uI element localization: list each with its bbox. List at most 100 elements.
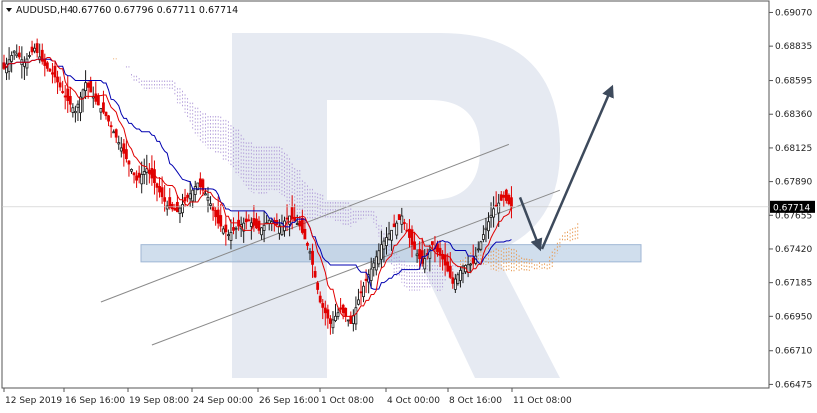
candle xyxy=(96,93,100,106)
candle xyxy=(306,241,309,251)
y-tick-label: 0.67655 xyxy=(775,211,812,221)
candle xyxy=(413,231,416,250)
candle xyxy=(298,215,302,231)
candle xyxy=(17,46,21,60)
candle xyxy=(382,237,386,263)
x-tick-label: 1 Oct 08:00 xyxy=(321,396,374,406)
symbol-label: AUDUSD,H4 xyxy=(16,5,73,16)
candle xyxy=(328,315,332,335)
candle xyxy=(226,229,230,241)
candle xyxy=(86,81,90,99)
candle xyxy=(492,196,496,228)
candle xyxy=(140,161,144,194)
candle xyxy=(502,191,506,207)
candle xyxy=(469,262,473,274)
candle xyxy=(71,103,75,118)
candle xyxy=(35,38,39,58)
candle xyxy=(33,43,36,54)
candle xyxy=(102,90,105,115)
candle xyxy=(51,62,54,84)
candle xyxy=(216,196,220,229)
candle xyxy=(22,56,26,80)
y-tick-label: 0.67420 xyxy=(775,245,812,255)
forecast-arrow-down xyxy=(518,196,543,252)
candle xyxy=(331,311,335,334)
ohlc-values: 0.67760 0.67796 0.67711 0.67714 xyxy=(72,5,238,16)
candle xyxy=(476,241,480,253)
candle xyxy=(395,220,399,240)
candle xyxy=(25,53,29,76)
candle xyxy=(5,57,8,81)
candle xyxy=(38,43,42,64)
y-tick-label: 0.66950 xyxy=(775,312,812,322)
candle xyxy=(43,53,47,77)
candle xyxy=(28,51,31,59)
candle xyxy=(91,86,95,108)
candle xyxy=(221,225,225,236)
y-tick-label: 0.69070 xyxy=(775,8,812,18)
candle xyxy=(209,196,212,210)
candle xyxy=(224,216,228,246)
candle xyxy=(313,266,317,279)
candle xyxy=(372,257,376,277)
candle xyxy=(119,137,123,158)
candle xyxy=(153,160,156,195)
candle xyxy=(300,209,304,235)
candle xyxy=(12,50,16,60)
candle xyxy=(247,214,251,222)
candle xyxy=(127,159,131,177)
candle xyxy=(349,311,353,324)
candle xyxy=(484,217,488,243)
candle xyxy=(257,216,261,234)
candle xyxy=(155,182,159,202)
x-tick-label: 11 Oct 08:00 xyxy=(513,396,572,406)
dropdown-arrow-icon[interactable] xyxy=(6,8,12,12)
x-tick-label: 12 Sep 2019 xyxy=(5,396,62,406)
candle xyxy=(456,272,460,286)
candle xyxy=(344,307,348,323)
current-price-badge: 0.67714 xyxy=(770,200,815,213)
candle xyxy=(107,114,110,127)
candle xyxy=(418,241,422,270)
candle xyxy=(84,70,87,100)
candle xyxy=(30,40,34,56)
candle xyxy=(379,230,383,269)
candle xyxy=(377,243,381,268)
candle xyxy=(10,51,14,73)
candle xyxy=(400,207,404,234)
candle xyxy=(438,240,442,268)
candle xyxy=(99,108,103,120)
y-tick-label: 0.68360 xyxy=(775,110,812,120)
candle xyxy=(104,111,108,120)
candle xyxy=(45,60,49,72)
candle xyxy=(206,186,210,213)
candle xyxy=(504,188,508,204)
candle xyxy=(311,243,314,278)
candle xyxy=(160,176,164,204)
candle xyxy=(158,177,161,198)
y-tick-label: 0.68835 xyxy=(775,42,812,52)
candle xyxy=(244,211,248,230)
candle xyxy=(173,203,177,211)
candle xyxy=(68,87,72,113)
candle xyxy=(303,219,307,240)
candle xyxy=(201,178,205,197)
candle xyxy=(76,100,80,121)
y-tick-label: 0.68595 xyxy=(775,77,812,87)
candle xyxy=(214,207,218,226)
x-tick-label: 26 Sep 16:00 xyxy=(259,396,319,406)
candle xyxy=(494,191,498,207)
candle xyxy=(211,203,215,221)
candle xyxy=(61,80,65,94)
candle xyxy=(430,241,434,250)
candle xyxy=(339,297,343,313)
candle xyxy=(229,219,233,250)
candle xyxy=(193,180,197,202)
candle xyxy=(74,105,77,123)
candle xyxy=(94,81,98,105)
candle xyxy=(341,303,345,320)
x-tick-label: 24 Sep 00:00 xyxy=(193,396,253,406)
candle xyxy=(318,291,322,304)
candle xyxy=(351,309,355,332)
